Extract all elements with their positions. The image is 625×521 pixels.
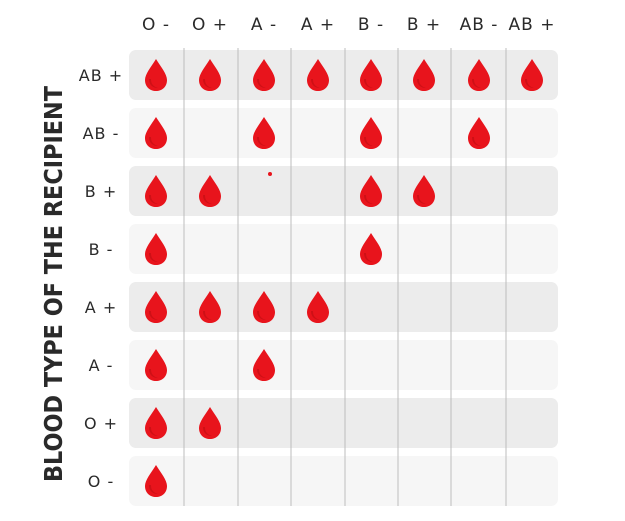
blood-drop-icon <box>521 59 543 91</box>
recipient-row-label: O - <box>88 472 114 491</box>
recipient-row-label: AB - <box>83 124 120 143</box>
blood-drop-icon <box>307 291 329 323</box>
donor-column-label: O + <box>192 15 228 35</box>
blood-drop-icon <box>145 407 167 439</box>
blood-drop-icon <box>253 291 275 323</box>
blood-drop-icon <box>253 117 275 149</box>
y-axis-title: BLOOD TYPE OF THE RECIPIENT <box>39 86 68 482</box>
donor-column-label: AB + <box>509 15 556 35</box>
blood-drop-icon <box>199 407 221 439</box>
blood-drop-icon <box>145 349 167 381</box>
recipient-row-label: B - <box>89 240 114 259</box>
donor-column-label: A - <box>251 15 277 35</box>
donor-column-label: B - <box>358 15 384 35</box>
row-bands <box>129 50 558 506</box>
row-band <box>129 340 558 390</box>
donor-column-label: B + <box>407 15 441 35</box>
blood-drop-icon <box>145 117 167 149</box>
donor-column-label: A + <box>301 15 335 35</box>
blood-drop-icon <box>145 233 167 265</box>
row-band <box>129 50 558 100</box>
blood-drop-icon <box>468 59 490 91</box>
donor-column-labels: O - O + A - A + B - B + AB - AB + <box>142 15 556 35</box>
blood-drop-icon <box>145 59 167 91</box>
donor-column-label: AB - <box>460 15 499 35</box>
blood-drop-icon <box>199 175 221 207</box>
recipient-row-label: A + <box>85 298 117 317</box>
blood-drop-icon <box>145 465 167 497</box>
blood-drop-icon <box>468 117 490 149</box>
recipient-row-label: AB + <box>79 66 123 85</box>
blood-drop-icon <box>199 59 221 91</box>
blood-drop-icon <box>360 233 382 265</box>
column-dividers <box>183 48 507 506</box>
blood-drop-icon <box>307 59 329 91</box>
blood-drop-icon <box>360 59 382 91</box>
row-band <box>129 108 558 158</box>
recipient-row-label: O + <box>84 414 118 433</box>
compatibility-drops <box>145 59 543 497</box>
blood-drop-icon <box>360 117 382 149</box>
recipient-row-labels: AB + AB - B + B - A + A - O + O - <box>79 66 123 491</box>
blood-drop-icon <box>413 175 435 207</box>
row-band <box>129 456 558 506</box>
blood-drop-icon <box>145 175 167 207</box>
row-band <box>129 224 558 274</box>
blood-drop-icon <box>199 291 221 323</box>
recipient-row-label: B + <box>85 182 117 201</box>
blood-drop-icon <box>145 291 167 323</box>
donor-column-label: O - <box>142 15 170 35</box>
blood-drop-icon <box>253 59 275 91</box>
stray-dot <box>268 172 272 176</box>
blood-drop-icon <box>360 175 382 207</box>
row-band <box>129 282 558 332</box>
row-band <box>129 166 558 216</box>
blood-drop-icon <box>413 59 435 91</box>
recipient-row-label: A - <box>89 356 114 375</box>
blood-drop-icon <box>253 349 275 381</box>
row-band <box>129 398 558 448</box>
